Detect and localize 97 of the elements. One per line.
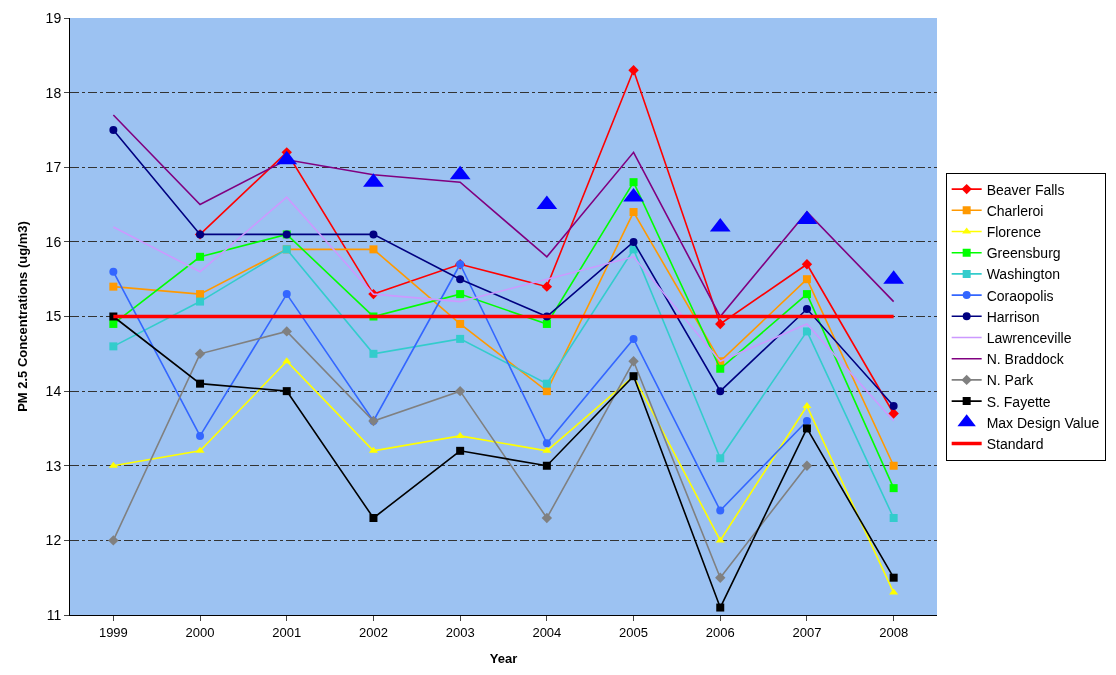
point [716,387,725,396]
point [282,387,291,396]
point [889,461,898,470]
legend-label: Lawrenceville [986,329,1072,346]
point [542,446,552,453]
point [629,334,638,343]
point [369,230,378,239]
point [195,446,205,453]
point [629,208,638,217]
point [802,305,811,314]
point [802,327,811,336]
point [629,178,638,187]
legend-label: Max Design Value [986,414,1100,431]
point [369,513,378,522]
point [889,513,898,522]
y-tick-label: 16 [45,233,62,250]
point [715,572,726,583]
point [541,512,553,524]
legend-label: Washington [986,266,1061,283]
y-tick-label: 17 [45,159,62,176]
point [802,402,812,409]
point [542,319,551,328]
x-tick-label: 1999 [98,624,128,640]
point [196,290,205,299]
point [715,318,726,330]
point [889,588,899,595]
point [196,297,205,306]
point [628,356,639,367]
x-tick-label: 2003 [445,624,475,640]
point [282,290,291,299]
point [889,484,898,493]
point [542,461,551,470]
x-tick-label: 2006 [705,624,735,640]
point [716,603,725,612]
point [629,237,638,246]
x-tick-label: 2004 [532,624,562,640]
point [456,334,465,343]
point [716,364,725,373]
point [194,348,206,360]
legend-label: Harrison [986,308,1040,325]
x-tick-label: 2007 [792,624,822,640]
point [802,424,811,433]
point [196,379,205,388]
legend-label: Charleroi [986,202,1044,219]
point [889,573,898,582]
point [109,282,118,291]
point [542,379,551,388]
x-tick-label: 2001 [272,624,302,640]
point [454,385,466,397]
point [109,342,118,351]
point [109,125,118,134]
point [801,460,813,471]
point [456,290,465,299]
point [889,402,898,411]
point [888,408,899,419]
point [281,326,292,337]
x-tick-label: 2000 [185,624,215,640]
legend-label: N. Park [986,372,1035,389]
y-axis-title: PM 2.5 Concentrations (ug/m3) [14,221,30,412]
point [801,259,813,270]
point [369,349,378,358]
point [456,275,465,284]
point [542,439,551,448]
point [802,416,811,425]
y-tick-label: 13 [45,457,62,474]
legend-label: S. Fayette [986,393,1051,410]
point [455,431,465,438]
x-tick-label: 2002 [358,624,388,640]
point [108,461,118,468]
y-tick-label: 14 [45,383,62,400]
x-tick-label: 2008 [879,624,909,640]
x-axis-title: Year [489,651,518,667]
y-tick-label: 15 [45,308,62,325]
y-tick-label: 19 [45,9,62,26]
y-tick-label: 18 [45,84,62,101]
point [456,446,465,455]
point [109,267,118,276]
point [716,454,725,463]
point [541,281,553,292]
legend-label: Beaver Falls [986,181,1065,198]
point [802,290,811,299]
legend-label: Coraopolis [986,287,1054,304]
legend-label: Florence [986,223,1042,240]
point [628,65,639,76]
legend-label: Standard [986,435,1044,452]
point [196,431,205,440]
y-tick-label: 12 [45,532,62,549]
point [108,535,119,546]
y-tick-label: 11 [46,606,62,623]
point [456,319,465,328]
legend-label: Greensburg [986,245,1061,262]
point [369,245,378,254]
point [716,506,725,515]
x-tick-label: 2005 [619,624,649,640]
point [802,275,811,284]
legend-label: N. Braddock [986,351,1065,368]
point [196,252,205,261]
